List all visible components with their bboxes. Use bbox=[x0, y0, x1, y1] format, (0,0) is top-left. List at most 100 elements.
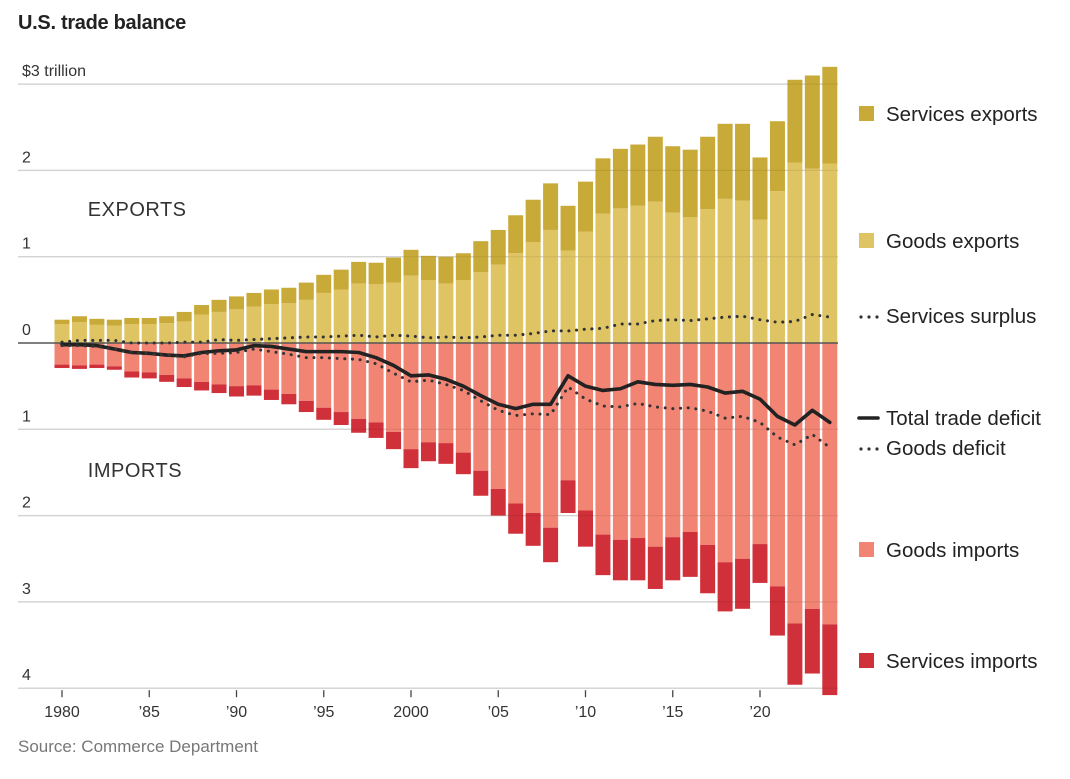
bar-goods-exports bbox=[124, 324, 140, 343]
bar-goods-imports bbox=[386, 343, 402, 432]
bar-goods-imports bbox=[735, 343, 751, 559]
annotations: EXPORTS IMPORTS bbox=[88, 199, 187, 482]
bar-goods-exports bbox=[176, 321, 192, 343]
bar-services-exports bbox=[682, 149, 698, 218]
bar-services-imports bbox=[612, 539, 628, 581]
source-note: Source: Commerce Department bbox=[18, 737, 258, 756]
bar-goods-exports bbox=[630, 205, 646, 343]
bar-goods-imports bbox=[263, 343, 279, 390]
bar-services-imports bbox=[525, 513, 541, 546]
bar-goods-imports bbox=[403, 343, 419, 450]
bar-services-imports bbox=[508, 503, 524, 534]
bar-goods-imports bbox=[54, 343, 70, 365]
y-tick-label: 4 bbox=[22, 667, 31, 684]
bar-goods-exports bbox=[211, 311, 227, 343]
bar-services-imports bbox=[316, 407, 332, 420]
bar-goods-exports bbox=[735, 200, 751, 343]
legend-dot bbox=[859, 315, 863, 319]
bar-goods-exports bbox=[455, 280, 471, 343]
bar-goods-imports bbox=[769, 343, 785, 587]
legend-label: Goods exports bbox=[886, 230, 1019, 253]
bar-services-exports bbox=[403, 249, 419, 276]
bar-services-exports bbox=[700, 136, 716, 210]
bar-goods-imports bbox=[159, 343, 175, 375]
bar-goods-imports bbox=[682, 343, 698, 532]
bar-services-exports bbox=[141, 317, 157, 325]
bar-goods-imports bbox=[298, 343, 314, 401]
bar-services-exports bbox=[647, 136, 663, 202]
series-lines bbox=[60, 313, 832, 449]
bar-goods-exports bbox=[560, 250, 576, 343]
bar-services-exports bbox=[298, 282, 314, 300]
y-tick-label: 2 bbox=[22, 495, 31, 512]
bar-services-imports bbox=[281, 393, 297, 405]
legend-label: Services imports bbox=[886, 650, 1038, 673]
bar-services-exports bbox=[822, 66, 838, 164]
bar-services-imports bbox=[54, 364, 70, 369]
x-tick-label: ’20 bbox=[749, 704, 770, 721]
bar-goods-exports bbox=[508, 253, 524, 343]
chart-title: U.S. trade balance bbox=[18, 12, 186, 34]
bar-goods-exports bbox=[281, 303, 297, 343]
bar-goods-imports bbox=[525, 343, 541, 514]
bar-services-exports bbox=[281, 287, 297, 304]
bar-goods-exports bbox=[403, 275, 419, 343]
bar-services-imports bbox=[473, 470, 489, 496]
x-tick-label: ’95 bbox=[313, 704, 334, 721]
bar-goods-imports bbox=[351, 343, 367, 419]
bar-goods-exports bbox=[769, 191, 785, 343]
bar-goods-exports bbox=[804, 168, 820, 343]
bar-services-exports bbox=[769, 121, 785, 192]
annotation-label: EXPORTS bbox=[88, 199, 187, 221]
gridlines-overlay bbox=[18, 83, 838, 689]
bar-services-exports bbox=[368, 262, 384, 285]
bar-goods-imports bbox=[490, 343, 506, 489]
legend-dot bbox=[875, 315, 879, 319]
bar-services-exports bbox=[211, 299, 227, 312]
bar-services-imports bbox=[159, 374, 175, 382]
bar-goods-imports bbox=[630, 343, 646, 539]
bar-goods-exports bbox=[229, 309, 244, 343]
bar-services-imports bbox=[682, 531, 698, 577]
bar-goods-exports bbox=[665, 212, 681, 343]
x-tick-label: 2000 bbox=[393, 704, 429, 721]
bar-services-imports bbox=[490, 488, 506, 516]
legend-goods-imports: Goods imports bbox=[859, 539, 1019, 562]
bar-goods-imports bbox=[438, 343, 454, 444]
bar-services-exports bbox=[106, 319, 122, 326]
bar-services-exports bbox=[595, 158, 611, 214]
bar-services-exports bbox=[229, 296, 244, 310]
goods-deficit-line bbox=[60, 344, 832, 449]
bar-services-imports bbox=[246, 385, 262, 396]
bar-goods-imports bbox=[141, 343, 157, 373]
legend-label: Goods imports bbox=[886, 539, 1019, 562]
bar-goods-imports bbox=[822, 343, 838, 625]
services-surplus-line bbox=[60, 313, 832, 345]
legend-label: Total trade deficit bbox=[886, 407, 1041, 430]
x-tick-label: ’15 bbox=[662, 704, 683, 721]
bar-goods-imports bbox=[455, 343, 471, 453]
bar-services-exports bbox=[473, 241, 489, 273]
bar-goods-imports bbox=[804, 343, 820, 609]
bar-goods-imports bbox=[787, 343, 803, 624]
bar-services-imports bbox=[578, 510, 593, 547]
legend-dot bbox=[867, 447, 871, 451]
bar-services-exports bbox=[543, 183, 559, 230]
bar-goods-imports bbox=[71, 343, 87, 366]
legend-dot bbox=[875, 447, 879, 451]
bar-services-imports bbox=[455, 452, 471, 475]
bar-goods-exports bbox=[787, 162, 803, 343]
bar-goods-imports bbox=[752, 343, 768, 545]
legend-label: Services exports bbox=[886, 103, 1038, 126]
y-tick-label: 3 bbox=[22, 581, 31, 598]
bar-goods-exports bbox=[316, 292, 332, 343]
bar-services-imports bbox=[647, 546, 663, 589]
bar-goods-exports bbox=[246, 306, 262, 343]
bar-goods-exports bbox=[647, 201, 663, 343]
bar-services-imports bbox=[769, 586, 785, 636]
bar-services-imports bbox=[368, 422, 384, 438]
x-axis: 1980 ’85 ’90 ’95 2000 ’05 ’10 ’15 ’20 bbox=[44, 690, 771, 721]
bar-services-exports bbox=[630, 144, 646, 206]
bar-services-exports bbox=[159, 316, 175, 324]
